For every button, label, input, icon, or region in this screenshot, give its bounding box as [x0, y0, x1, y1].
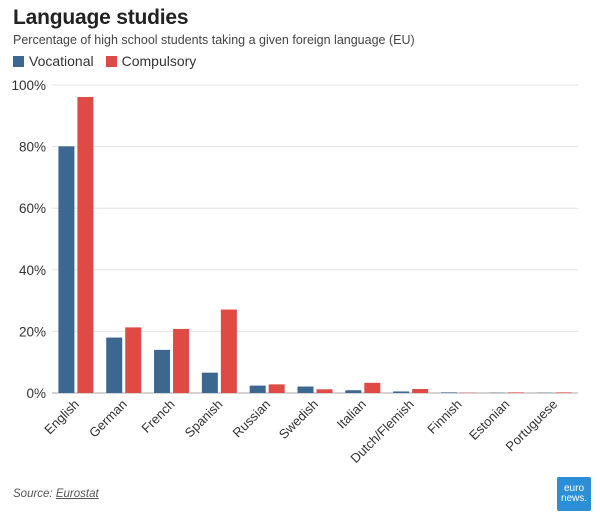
source-label: Source: — [13, 488, 53, 500]
y-tick-label: 40% — [19, 263, 46, 278]
bar-vocational — [393, 391, 410, 393]
bar-compulsory — [220, 309, 237, 393]
logo-text-line2: news. — [560, 493, 588, 504]
y-tick-label: 60% — [19, 201, 46, 216]
bar-chart: 0% 20% 40% 60% 80% 100% English German French Spa… — [11, 78, 578, 466]
chart-subtitle: Percentage of high school students takin… — [13, 33, 415, 47]
chart-title: Language studies — [13, 6, 189, 29]
bar-vocational — [201, 372, 218, 393]
bar-compulsory — [507, 392, 524, 393]
x-tick-label: Spanish — [182, 397, 226, 441]
x-tick-label: Finnish — [424, 397, 464, 437]
y-tick-label: 20% — [19, 324, 46, 339]
bar-compulsory — [412, 388, 429, 393]
bar-vocational — [106, 337, 123, 393]
x-tick-label: Italian — [334, 397, 369, 432]
bar-compulsory — [173, 328, 190, 393]
x-tick-label: Portuguese — [503, 397, 561, 455]
legend-item-compulsory: Compulsory — [105, 53, 197, 69]
legend-swatch-compulsory — [105, 55, 117, 67]
x-tick-label: French — [138, 397, 177, 436]
bar-compulsory — [77, 97, 94, 394]
bar-compulsory — [555, 392, 572, 393]
legend-swatch-vocational — [13, 55, 24, 67]
y-tick-label: 80% — [19, 140, 46, 155]
legend: Vocational Compulsory — [13, 53, 208, 69]
legend-label-vocational: Vocational — [29, 53, 94, 69]
bar-vocational — [58, 146, 75, 393]
bar-vocational — [297, 386, 314, 393]
bar-compulsory — [316, 389, 333, 393]
x-tick-label: Estonian — [466, 397, 512, 443]
x-tick-label: German — [86, 397, 130, 441]
legend-item-vocational: Vocational — [13, 53, 94, 69]
source-link[interactable]: Eurostat — [55, 488, 99, 500]
y-tick-label: 0% — [26, 386, 46, 401]
bar-vocational — [345, 390, 362, 393]
bar-compulsory — [364, 382, 381, 393]
bar-compulsory — [268, 384, 285, 393]
legend-label-compulsory: Compulsory — [121, 53, 197, 69]
x-tick-label: Swedish — [276, 397, 321, 442]
euronews-logo: euro news. — [557, 477, 591, 511]
x-tick-label: Russian — [229, 397, 273, 441]
bar-vocational — [440, 392, 457, 393]
bar-compulsory — [125, 327, 142, 393]
bar-vocational — [154, 349, 171, 393]
source-note: Source: Eurostat — [13, 488, 99, 500]
x-tick-label: English — [41, 397, 82, 438]
y-tick-label: 100% — [11, 78, 46, 93]
logo-text-line1: euro — [563, 483, 584, 494]
bar-vocational — [249, 385, 266, 393]
